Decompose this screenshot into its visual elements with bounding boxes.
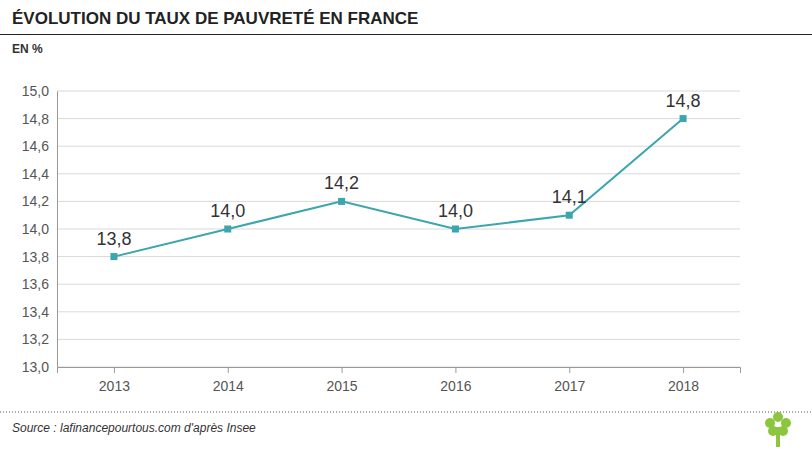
data-labels: 13,8 14,0 14,2 14,0 14,1 14,8 <box>96 91 700 249</box>
chart: ÉVOLUTION DU TAUX DE PAUVRETÉ EN FRANCE E… <box>0 0 812 456</box>
marker <box>680 115 687 122</box>
y-tick: 13,2 <box>22 331 57 347</box>
y-tick-label: 14,0 <box>22 221 49 237</box>
y-tick-label: 13,6 <box>22 276 49 292</box>
footer-rule <box>0 412 812 413</box>
grid-line <box>57 173 740 174</box>
x-tick-mark <box>455 367 456 373</box>
grid-line <box>57 256 740 257</box>
title: ÉVOLUTION DU TAUX DE PAUVRETÉ EN FRANCE <box>12 9 418 28</box>
grid-line <box>57 229 740 230</box>
y-axis: 13,0 13,2 13,4 13,6 13,8 14,0 14,2 14,4 14,6 14,8… <box>22 83 58 375</box>
x-tick-mark <box>569 367 570 373</box>
x-tick-label: 2017 <box>554 378 585 394</box>
y-tick: 14,0 <box>22 221 57 237</box>
grid-line <box>57 146 740 147</box>
y-tick: 13,0 <box>22 359 57 375</box>
x-tick-mark <box>683 367 684 373</box>
x-tick: 2013 <box>99 367 130 394</box>
subtitle: EN % <box>12 42 43 56</box>
marker <box>338 198 345 205</box>
grid-line <box>57 118 740 119</box>
marker <box>224 226 231 233</box>
y-tick: 13,6 <box>22 276 57 292</box>
grid-line <box>57 339 740 340</box>
x-tick-mark <box>342 367 343 373</box>
logo-leaf <box>768 426 778 436</box>
x-tick-label: 2018 <box>668 378 699 394</box>
x-tick-label: 2013 <box>99 378 130 394</box>
x-tick: 2014 <box>213 367 244 394</box>
data-label: 13,8 <box>96 229 131 249</box>
grid <box>57 91 740 367</box>
x-axis-line <box>58 368 741 374</box>
y-tick: 14,2 <box>22 193 57 209</box>
y-tick: 14,4 <box>22 166 57 182</box>
x-tick: 2017 <box>554 367 585 394</box>
y-tick-label: 14,6 <box>22 138 49 154</box>
y-tick-label: 13,4 <box>22 304 49 320</box>
grid-line <box>57 284 740 285</box>
y-tick-label: 13,8 <box>22 249 49 265</box>
y-tick: 14,6 <box>22 138 57 154</box>
x-tick: 2018 <box>668 367 699 394</box>
x-tick-label: 2015 <box>327 378 358 394</box>
title-rule <box>0 34 812 35</box>
y-tick: 13,4 <box>22 304 57 320</box>
x-tick-mark <box>114 367 115 373</box>
x-tick-mark <box>228 367 229 373</box>
y-tick-label: 14,8 <box>22 111 49 127</box>
y-tick-label: 15,0 <box>22 83 49 99</box>
x-tick-label: 2014 <box>213 378 244 394</box>
logo <box>765 412 791 447</box>
x-tick-label: 2016 <box>440 378 471 394</box>
marker <box>566 212 573 219</box>
y-tick-label: 14,2 <box>22 193 49 209</box>
y-tick-label: 13,2 <box>22 331 49 347</box>
y-tick: 13,8 <box>22 249 57 265</box>
x-tick: 2015 <box>327 367 358 394</box>
data-label: 14,0 <box>210 201 245 221</box>
logo-leaf <box>773 412 783 422</box>
marker <box>110 253 117 260</box>
data-label: 14,1 <box>552 187 587 207</box>
marker <box>452 226 459 233</box>
y-tick-label: 13,0 <box>22 359 49 375</box>
grid-line <box>57 201 740 202</box>
plot-area <box>110 115 686 260</box>
y-tick: 14,8 <box>22 111 57 127</box>
grid-line <box>57 91 740 92</box>
logo-leaf <box>778 426 788 436</box>
line <box>114 119 683 257</box>
grid-line <box>57 311 740 312</box>
source: Source : lafinancepourtous.com d'après I… <box>12 421 256 435</box>
data-label: 14,8 <box>666 91 701 111</box>
x-axis: 2013 2014 2015 2016 2017 2018 <box>58 367 741 394</box>
data-label: 14,2 <box>324 173 359 193</box>
y-tick: 15,0 <box>22 83 57 99</box>
y-axis-line <box>57 92 58 368</box>
data-label: 14,0 <box>438 201 473 221</box>
x-tick: 2016 <box>440 367 471 394</box>
y-tick-label: 14,4 <box>22 166 49 182</box>
